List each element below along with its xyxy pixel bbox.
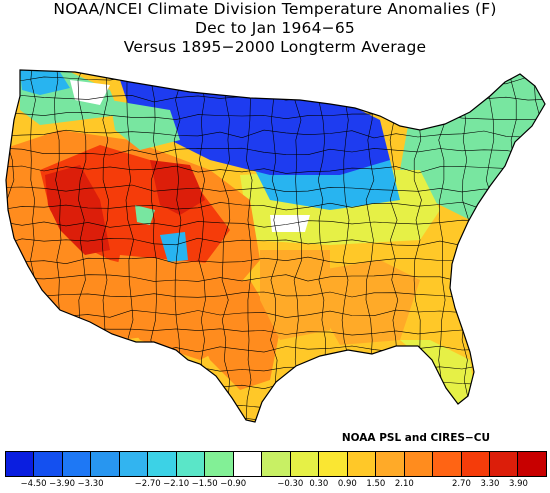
legend-tick-label: −2.10: [163, 479, 190, 489]
legend-swatch: [205, 452, 234, 476]
legend-swatch: [433, 452, 462, 476]
legend-tick-label: −3.90: [49, 479, 76, 489]
map-baseline: Versus 1895−2000 Longterm Average: [123, 38, 427, 56]
legend-swatch: [290, 452, 320, 476]
map-period: Dec to Jan 1964−65: [195, 19, 355, 37]
legend-swatch: [91, 452, 120, 476]
legend-tick-label: 3.30: [480, 479, 500, 489]
legend-tick-label: −1.50: [191, 479, 218, 489]
r-wy-mild-region: [135, 205, 155, 225]
legend-swatch: [233, 452, 263, 476]
legend-swatch: [34, 452, 63, 476]
legend-swatch: [404, 452, 434, 476]
division-line: [221, 70, 231, 422]
legend-tick-label: −0.90: [220, 479, 247, 489]
division-line: [6, 165, 545, 174]
legend-swatch: [148, 452, 177, 476]
legend-swatch: [6, 452, 35, 476]
legend-tick-label: 3.90: [509, 479, 528, 489]
legend-swatch: [376, 452, 405, 476]
division-line: [6, 399, 545, 409]
division-line: [6, 417, 545, 422]
legend-tick-label: −4.50: [20, 479, 47, 489]
legend-swatch: [319, 452, 348, 476]
r-se-hot-region: [320, 260, 420, 345]
color-legend-bar: [5, 451, 547, 477]
r-south-warm-region: [260, 250, 330, 340]
legend-tick-label: −0.30: [277, 479, 304, 489]
map-title: NOAA/NCEI Climate Division Temperature A…: [53, 0, 497, 18]
division-line: [6, 129, 545, 139]
data-credit: NOAA PSL and CIRES−CU: [341, 432, 490, 444]
legend-swatch: [489, 452, 519, 476]
legend-tick-label: 0.90: [337, 479, 357, 489]
division-line: [6, 70, 15, 422]
division-line: [245, 70, 253, 422]
r-extreme-region: [45, 165, 110, 255]
legend-swatch: [119, 452, 149, 476]
r-white-mid-region: [270, 215, 310, 232]
legend-tick-label: 0.30: [309, 479, 329, 489]
legend-swatch: [62, 452, 92, 476]
legend-tick-label: 2.70: [451, 479, 471, 489]
legend-tick-label: −2.70: [134, 479, 161, 489]
r-hot-tx-region: [180, 280, 280, 390]
legend-swatch: [461, 452, 490, 476]
legend-swatch: [518, 452, 546, 476]
legend-tick-label: 1.50: [366, 479, 386, 489]
legend-tick-label: 2.10: [394, 479, 414, 489]
legend-swatch: [176, 452, 206, 476]
title-block: NOAA/NCEI Climate Division Temperature A…: [0, 0, 550, 57]
legend-tick-label: −3.30: [77, 479, 104, 489]
legend-swatch: [347, 452, 377, 476]
r-co-cool-region: [160, 232, 188, 262]
division-line: [270, 70, 279, 422]
r-extreme2-region: [150, 160, 205, 215]
color-legend-ticks: −4.50 −3.90 −3.30 −2.70 −2.10 −1.50 −0.90 −0.30…: [5, 479, 547, 493]
legend-swatch: [262, 452, 291, 476]
division-line: [6, 201, 545, 211]
